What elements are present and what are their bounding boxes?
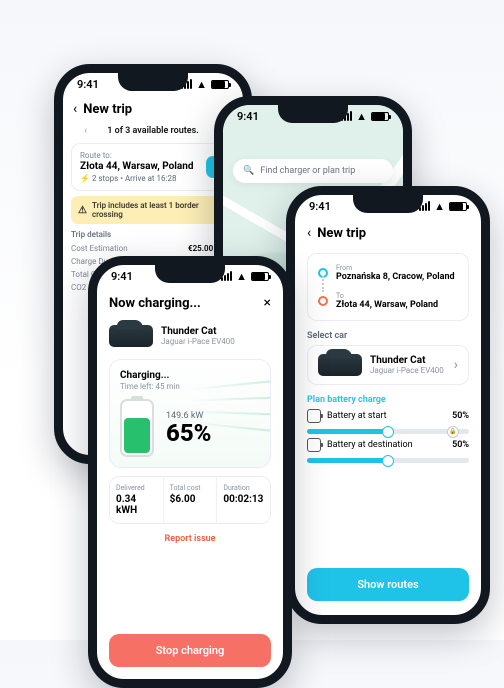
- show-routes-button[interactable]: Show routes: [307, 568, 469, 601]
- notch: [118, 73, 188, 91]
- chevron-right-icon: ›: [454, 357, 458, 373]
- battery-dest-slider[interactable]: [307, 458, 469, 463]
- battery-start-value: 50%: [452, 411, 469, 421]
- report-issue-link[interactable]: Report issue: [97, 534, 283, 544]
- wifi-icon: ▲: [356, 110, 367, 123]
- to-value: Złota 44, Warsaw, Poland: [336, 300, 438, 310]
- car-type: Jaguar i-Pace EV400: [370, 366, 444, 375]
- search-input[interactable]: 🔍 Find charger or plan trip: [233, 159, 393, 183]
- back-icon[interactable]: ‹: [307, 225, 311, 241]
- battery-gauge: [120, 399, 154, 457]
- battery-dest-value: 50%: [452, 440, 469, 450]
- from-value: Poznańska 8, Cracow, Poland: [336, 272, 455, 282]
- close-icon[interactable]: ×: [264, 295, 271, 311]
- to-location[interactable]: ToZłota 44, Warsaw, Poland: [318, 290, 458, 312]
- notch: [155, 265, 225, 283]
- battery-dest-row: Battery at destination 50%: [307, 438, 469, 463]
- status-time: 9:41: [111, 270, 133, 283]
- to-label: To: [336, 292, 438, 300]
- phone-charging: 9:41 ▲ Now charging... × Thunder CatJagu…: [88, 256, 292, 688]
- slider-thumb[interactable]: [382, 426, 394, 438]
- car-name: Thunder Cat: [370, 355, 444, 366]
- car-type: Jaguar i-Pace EV400: [161, 337, 235, 346]
- percent-value: 65%: [166, 421, 211, 445]
- back-icon[interactable]: ‹: [73, 101, 77, 117]
- car-image: [109, 325, 153, 347]
- route-card[interactable]: Route to: Złota 44, Warsaw, Poland ⚡ 2 s…: [71, 143, 235, 191]
- battery-icon: [251, 272, 269, 281]
- page-title: New trip: [317, 226, 469, 241]
- plan-battery-heading: Plan battery charge: [307, 395, 469, 405]
- battery-start-row: Battery at start 50% 🔒: [307, 409, 469, 434]
- border-warning: Trip includes at least 1 border crossing: [71, 196, 235, 224]
- car-name: Thunder Cat: [161, 326, 235, 337]
- route-meta: ⚡ 2 stops • Arrive at 16:28: [80, 174, 226, 183]
- stat-cost: Total cost$6.00: [164, 477, 218, 523]
- car-selector[interactable]: Thunder CatJaguar i-Pace EV400 ›: [307, 345, 469, 385]
- battery-icon: [307, 438, 321, 452]
- details-heading: Trip details: [71, 230, 235, 239]
- route-destination: Złota 44, Warsaw, Poland: [80, 161, 226, 172]
- notch: [278, 105, 348, 123]
- slider-thumb[interactable]: [382, 455, 394, 467]
- stat-duration: Duration00:02:13: [217, 477, 270, 523]
- battery-fill: [124, 418, 150, 453]
- battery-icon: [371, 112, 389, 121]
- page-title: Now charging...: [109, 296, 264, 311]
- notch: [353, 195, 423, 213]
- status-time: 9:41: [237, 110, 259, 123]
- charging-card: Charging... Time left: 45 min 149.6 kW 6…: [109, 359, 271, 468]
- slider-fill: [307, 458, 388, 463]
- battery-start-label: Battery at start: [327, 411, 387, 421]
- battery-start-slider[interactable]: 🔒: [307, 429, 469, 434]
- time-left: Time left: 45 min: [120, 382, 260, 391]
- stat-delivered: Delivered0.34 kWH: [110, 477, 164, 523]
- status-time: 9:41: [309, 200, 331, 213]
- select-car-heading: Select car: [307, 331, 469, 341]
- slider-fill: [307, 429, 388, 434]
- search-placeholder: Find charger or plan trip: [260, 166, 355, 176]
- stats-row: Delivered0.34 kWH Total cost$6.00 Durati…: [109, 476, 271, 524]
- search-icon: 🔍: [243, 166, 254, 176]
- from-label: From: [336, 264, 455, 272]
- routes-count-label: 1 of 3 available routes.: [107, 126, 199, 136]
- wifi-icon: ▲: [434, 200, 445, 213]
- battery-icon: [307, 409, 321, 423]
- route-to-label: Route to:: [80, 151, 226, 160]
- slider-lock-icon: 🔒: [447, 426, 459, 438]
- location-connector: [322, 276, 324, 292]
- car-info: Thunder CatJaguar i-Pace EV400: [97, 319, 283, 353]
- destination-dot-icon: [318, 296, 328, 306]
- charging-label: Charging...: [120, 370, 260, 381]
- battery-icon: [211, 80, 229, 89]
- stop-charging-button[interactable]: Stop charging: [109, 634, 271, 667]
- car-image: [318, 354, 362, 376]
- wifi-icon: ▲: [196, 78, 207, 91]
- wifi-icon: ▲: [236, 270, 247, 283]
- header: Now charging... ×: [97, 287, 283, 319]
- page-title: New trip: [83, 102, 219, 117]
- detail-row: Cost Estimation€25.00 - €5…: [71, 242, 235, 255]
- from-location[interactable]: FromPoznańska 8, Cracow, Poland: [318, 262, 458, 284]
- battery-icon: [449, 202, 467, 211]
- phone-plan-trip: 9:41 ▲ ‹ New trip FromPoznańska 8, Craco…: [286, 186, 490, 624]
- locations-card[interactable]: FromPoznańska 8, Cracow, Poland ToZłota …: [307, 253, 469, 321]
- battery-dest-label: Battery at destination: [327, 440, 413, 450]
- header: ‹ New trip: [295, 217, 481, 249]
- chevron-left-icon[interactable]: ‹: [84, 125, 87, 136]
- status-time: 9:41: [77, 78, 99, 91]
